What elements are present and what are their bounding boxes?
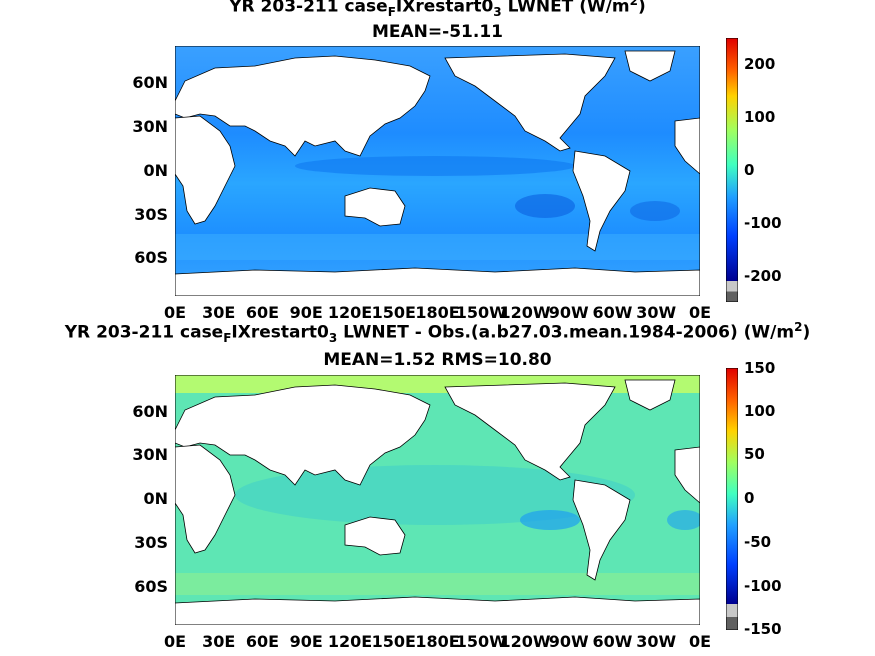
bottom-subtitle: MEAN=1.52 RMS=10.80 <box>323 350 552 370</box>
bottom-colorbar <box>726 368 738 630</box>
top-lat-60n: 60N <box>132 73 168 92</box>
top-lat-30s: 30S <box>134 205 168 224</box>
bottom-lon-label: 90W <box>548 632 589 651</box>
top-lon-label: 30W <box>636 303 677 322</box>
bottom-lon-label: 60W <box>592 632 633 651</box>
bottom-lon-label: 30E <box>202 632 236 651</box>
top-title: YR 203-211 caseFIXrestart03 LWNET (W/m2) <box>229 0 646 20</box>
bottom-cb-tick: 150 <box>744 359 776 377</box>
top-cb-tick: 0 <box>744 161 755 179</box>
bottom-s-america-shape <box>572 479 631 581</box>
top-lon-label: 0E <box>688 303 712 322</box>
top-equatorial-band <box>295 156 575 176</box>
bottom-lon-label: 60E <box>245 632 280 651</box>
bottom-greenland-shape <box>624 379 676 411</box>
bottom-lat-30s: 30S <box>134 533 168 552</box>
bottom-lon-label: 120W <box>499 632 551 651</box>
bottom-africa-shape <box>175 444 236 554</box>
top-eurasia-shape <box>175 55 431 157</box>
top-landmasses <box>175 50 700 296</box>
top-lon-label: 120E <box>327 303 373 322</box>
bottom-map <box>175 375 700 625</box>
top-cb-tick: 100 <box>744 108 776 126</box>
bottom-lon-label: 120E <box>327 632 373 651</box>
bottom-colorbar-fill <box>726 368 738 630</box>
top-subtitle: MEAN=-51.11 <box>372 22 503 42</box>
top-lon-label: 150E <box>371 303 416 322</box>
bottom-title: YR 203-211 caseFIXrestart03 LWNET - Obs.… <box>64 320 811 346</box>
bottom-lon-label: 30W <box>636 632 677 651</box>
bottom-antarctica-shape <box>175 596 700 625</box>
bottom-cb-tick: 0 <box>744 489 755 507</box>
top-s-atlantic-minimum <box>630 201 680 221</box>
bottom-n-america-shape <box>444 382 616 481</box>
top-colorbar <box>726 38 738 302</box>
top-greenland-shape <box>624 50 676 82</box>
top-lon-label: 90E <box>289 303 323 322</box>
top-antarctica-shape <box>175 267 700 296</box>
bottom-arctic-band <box>175 375 700 393</box>
top-colorbar-fill <box>726 38 738 302</box>
bottom-australia-shape <box>344 516 406 556</box>
top-cb-tick: -200 <box>744 267 782 285</box>
bottom-lon-label: 180E <box>415 632 460 651</box>
top-lat-60s: 60S <box>134 248 168 267</box>
bottom-lon-label: 90E <box>289 632 323 651</box>
bottom-lat-0n: 0N <box>143 489 168 508</box>
bottom-se-pacific-minimum <box>520 510 580 530</box>
bottom-lat-60n: 60N <box>132 402 168 421</box>
bottom-landmasses <box>175 379 700 625</box>
bottom-tropical-band <box>235 465 635 525</box>
top-se-pacific-minimum <box>515 194 575 218</box>
bottom-lon-label: 0E <box>688 632 712 651</box>
bottom-w-africa-shape <box>674 446 700 504</box>
top-lon-label: 60E <box>245 303 280 322</box>
bottom-lat-60s: 60S <box>134 577 168 596</box>
top-n-america-shape <box>444 53 616 152</box>
top-africa-shape <box>175 115 236 225</box>
bottom-lon-label: 0E <box>163 632 187 651</box>
bottom-cb-tick: 100 <box>744 402 776 420</box>
top-lat-30n: 30N <box>132 117 168 136</box>
bottom-cb-tick: 50 <box>744 445 765 463</box>
top-lon-label: 60W <box>592 303 633 322</box>
bottom-eurasia-shape <box>175 384 431 486</box>
bottom-cb-tick: -100 <box>744 577 782 595</box>
bottom-lon-label: 150E <box>371 632 416 651</box>
bottom-cb-tick: -150 <box>744 620 782 638</box>
bottom-lat-30n: 30N <box>132 445 168 464</box>
bottom-southern-band <box>175 573 700 595</box>
top-lon-label: 120W <box>499 303 551 322</box>
top-s-america-shape <box>572 150 631 252</box>
top-w-africa-shape <box>674 117 700 175</box>
top-lon-label: 150W <box>455 303 507 322</box>
top-southern-ocean-band <box>175 234 700 260</box>
bottom-atlantic-minimum <box>667 510 700 530</box>
top-lon-label: 180E <box>415 303 460 322</box>
bottom-cb-tick: -50 <box>744 533 772 551</box>
top-lat-0n: 0N <box>143 161 168 180</box>
top-cb-tick: 200 <box>744 55 776 73</box>
top-lon-label: 90W <box>548 303 589 322</box>
top-australia-shape <box>344 187 406 227</box>
top-cb-tick: -100 <box>744 214 782 232</box>
top-map <box>175 46 700 296</box>
bottom-lon-label: 150W <box>455 632 507 651</box>
top-lon-label: 0E <box>163 303 187 322</box>
top-lon-label: 30E <box>202 303 236 322</box>
